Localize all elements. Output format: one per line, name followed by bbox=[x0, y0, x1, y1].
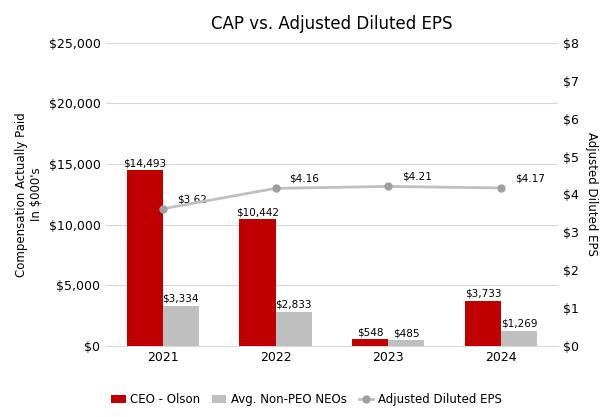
Text: $4.21: $4.21 bbox=[402, 172, 432, 182]
Bar bbox=[162, 306, 199, 346]
Text: $3,733: $3,733 bbox=[465, 289, 501, 299]
Text: $4.17: $4.17 bbox=[515, 173, 544, 183]
Y-axis label: Compensation Actually Paid
In $000's: Compensation Actually Paid In $000's bbox=[15, 112, 43, 277]
Text: $14,493: $14,493 bbox=[123, 158, 166, 168]
Bar bbox=[126, 170, 162, 346]
Bar bbox=[275, 311, 311, 346]
Text: $2,833: $2,833 bbox=[275, 300, 312, 310]
Bar bbox=[389, 340, 424, 346]
Text: $485: $485 bbox=[393, 328, 420, 338]
Text: $3,334: $3,334 bbox=[162, 294, 199, 304]
Bar bbox=[465, 301, 501, 346]
Text: $3.62: $3.62 bbox=[177, 194, 207, 204]
Y-axis label: Adjusted Diluted EPS: Adjusted Diluted EPS bbox=[585, 133, 598, 256]
Bar bbox=[240, 219, 275, 346]
Bar bbox=[352, 339, 389, 346]
Text: $4.16: $4.16 bbox=[289, 174, 319, 184]
Text: $548: $548 bbox=[357, 327, 384, 337]
Text: $10,442: $10,442 bbox=[236, 208, 279, 218]
Text: $1,269: $1,269 bbox=[501, 319, 538, 329]
Bar bbox=[501, 331, 538, 346]
Legend: CEO - Olson, Avg. Non-PEO NEOs, Adjusted Diluted EPS: CEO - Olson, Avg. Non-PEO NEOs, Adjusted… bbox=[107, 389, 506, 411]
Title: CAP vs. Adjusted Diluted EPS: CAP vs. Adjusted Diluted EPS bbox=[211, 15, 452, 33]
